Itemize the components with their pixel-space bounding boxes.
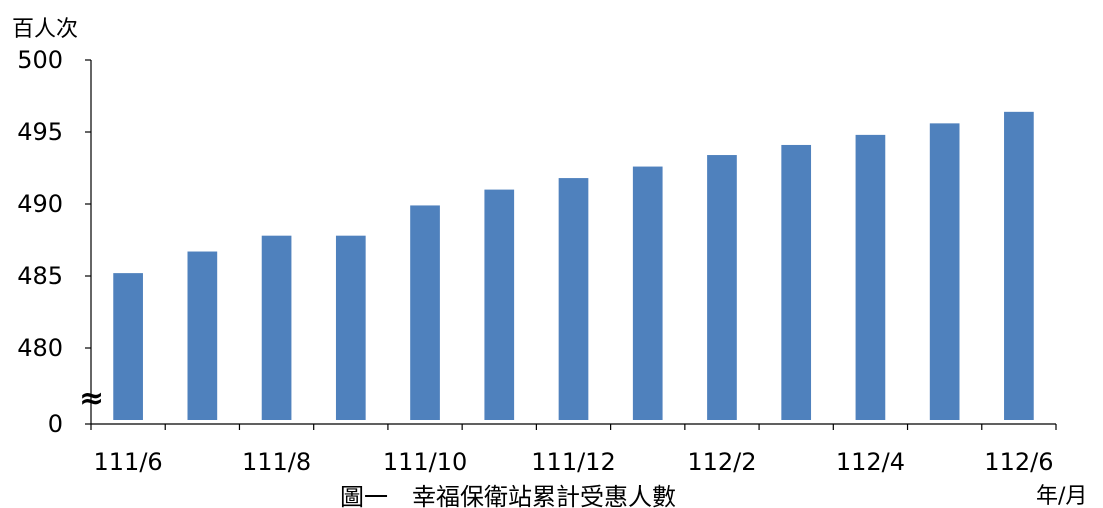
bar-112-1 (632, 166, 663, 420)
bar-112-6 (1004, 111, 1034, 420)
bar-111-6 (113, 273, 143, 420)
bar-112-2 (707, 155, 737, 421)
x-tick-label: 112/2 (687, 448, 756, 476)
x-tick-label: 111/12 (531, 448, 615, 476)
y-tick-label: 500 (17, 46, 63, 74)
bar-111-9 (335, 235, 366, 420)
y-tick-label: 485 (17, 262, 63, 290)
x-axis: 111/6 111/8 111/10 111/12 112/2 112/4 112/6 (90, 423, 1057, 476)
axis-break-mark: ≈ (79, 381, 104, 416)
y-tick-label: 495 (17, 118, 63, 146)
x-tick-label: 111/8 (242, 448, 311, 476)
y-tick-label: 480 (17, 334, 63, 362)
chart-caption: 圖一 幸福保衛站累計受惠人數 (340, 483, 676, 508)
bar-111-7 (187, 251, 218, 420)
x-tick-label: 112/4 (836, 448, 905, 476)
bar-112-3 (781, 144, 812, 420)
y-axis: 0 480 485 490 495 500 (17, 46, 92, 438)
y-tick-label: 490 (17, 190, 63, 218)
x-tick-label: 111/6 (94, 448, 163, 476)
y-axis-unit-label: 百人次 (12, 17, 78, 42)
bar-111-11 (484, 189, 515, 420)
y-tick-label: 0 (48, 410, 63, 438)
bar-112-5 (929, 123, 960, 421)
bar-111-12 (558, 178, 589, 420)
bar-111-8 (261, 235, 292, 420)
bar-111-10 (410, 205, 440, 420)
x-tick-label: 112/6 (984, 448, 1053, 476)
x-tick-label: 111/10 (383, 448, 467, 476)
bar-112-4 (855, 134, 886, 420)
x-axis-unit-label: 年/月 (1036, 484, 1087, 508)
bars (113, 111, 1034, 421)
